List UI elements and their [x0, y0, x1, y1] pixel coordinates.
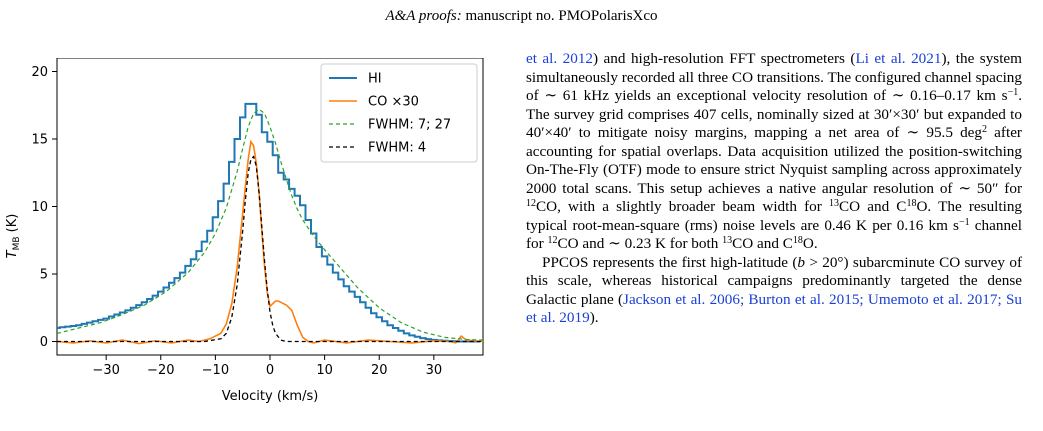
p1-superscript: 2: [982, 124, 988, 135]
y-tick-label: 20: [31, 65, 48, 80]
paragraph-2: PPCOS represents the first high-latitude…: [526, 254, 1022, 328]
x-tick-label: 0: [266, 363, 274, 378]
p1-text: after accounting for spatial overlaps. D…: [526, 124, 1022, 197]
p2-text: ).: [589, 309, 599, 326]
y-tick-label: 0: [40, 335, 48, 350]
p1-text: CO, with a slightly broader beam width f…: [536, 198, 829, 215]
p2-italic: b: [797, 253, 805, 271]
text-column: et al. 2012) and high-resolution FFT spe…: [526, 50, 1022, 328]
manuscript-number: manuscript no. PMOPolarisXco: [465, 8, 658, 24]
y-axis-label-subscript: MB: [12, 236, 22, 250]
p2-text: PPCOS represents the first high-latitude…: [542, 253, 798, 271]
running-header: A&A proofs: manuscript no. PMOPolarisXco: [0, 8, 1043, 25]
p1-superscript: 13: [828, 198, 839, 209]
paragraph-1: et al. 2012) and high-resolution FFT spe…: [526, 50, 1022, 254]
hi-spectrum-line: [57, 102, 481, 343]
y-tick-label: 10: [31, 200, 48, 215]
p1-text: channel for: [526, 216, 1022, 253]
p1-superscript: 12: [526, 198, 536, 209]
spectrum-figure: −30 −20 −10 0 10 20 30 0 5 10 15 20 HI CO ×30 FWHM: 7…: [5, 58, 484, 404]
legend-label: FWHM: 7; 27: [368, 118, 451, 133]
legend-label: HI: [368, 72, 382, 87]
fit-wide-line: [57, 108, 483, 341]
p1-superscript: 18: [906, 198, 917, 209]
y-tick-label: 15: [31, 133, 48, 148]
x-tick-label: −30: [92, 363, 119, 378]
legend-label: CO ×30: [368, 95, 419, 110]
p1-text: . The survey grid comprises 407 cells, n…: [526, 87, 1022, 141]
x-axis-label: Velocity (km/s): [222, 389, 319, 404]
fit-narrow-line: [57, 155, 483, 343]
y-axis-label-symbol: T: [5, 249, 20, 258]
p1-superscript: 13: [722, 235, 733, 246]
x-tick-label: 20: [371, 363, 388, 378]
p2-text: > 20°) subarcminute CO survey of this sc…: [526, 253, 1022, 308]
p1-text: ), the system simultaneously recorded al…: [526, 50, 1022, 104]
x-tick-label: 10: [316, 363, 333, 378]
y-tick-label: 5: [40, 268, 48, 283]
journal-name: A&A proofs:: [385, 8, 462, 24]
p1-text: ) and high-resolution FFT spectrometers …: [593, 50, 856, 67]
y-axis-label: TMB (K): [5, 214, 22, 259]
p1-superscript: −1: [1007, 87, 1019, 98]
legend: HI CO ×30 FWHM: 7; 27 FWHM: 4: [320, 63, 478, 163]
p1-superscript: 18: [792, 235, 803, 246]
legend-label: FWHM: 4: [368, 141, 426, 156]
p1-text: CO and ∼ 0.23 K for both: [557, 235, 723, 252]
co-spectrum-line: [57, 139, 483, 345]
series-layer: [57, 102, 483, 345]
p1-text: O.: [802, 235, 818, 252]
p1-citation-link[interactable]: Li et al. 2021: [855, 50, 942, 67]
p1-superscript: −1: [958, 216, 970, 228]
axis-ticks: −30 −20 −10 0 10 20 30 0 5 10 15 20: [31, 65, 442, 378]
p1-text: CO and C: [732, 235, 793, 252]
p1-superscript: 12: [547, 235, 558, 246]
p2-citation-link[interactable]: Jackson et al. 2006; Burton et al. 2015;…: [526, 290, 1022, 327]
p1-citation-link[interactable]: et al. 2012: [526, 50, 594, 67]
x-tick-label: −10: [202, 363, 229, 378]
p1-text: CO and C: [838, 198, 907, 215]
legend-box: [320, 63, 478, 163]
x-tick-label: −20: [147, 363, 174, 378]
x-tick-label: 30: [426, 363, 443, 378]
p1-text: O. The resulting typical root-mean-squar…: [526, 198, 1023, 234]
